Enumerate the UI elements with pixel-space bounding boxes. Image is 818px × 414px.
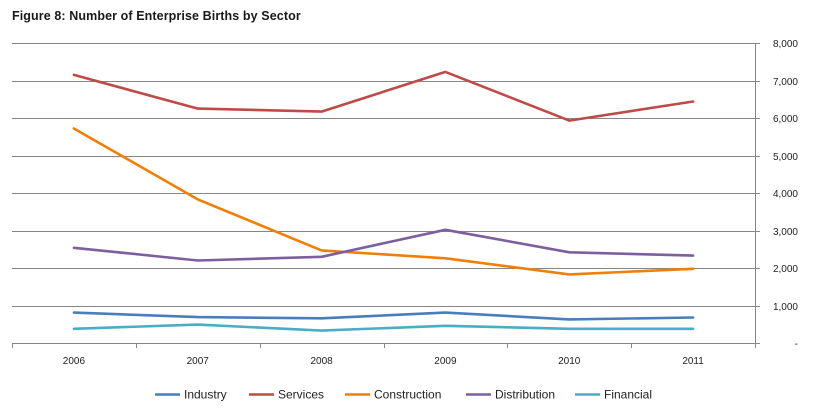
x-tick-label: 2009 <box>434 356 457 367</box>
x-tick-label: 2007 <box>187 356 210 367</box>
x-tick-label: 2010 <box>558 356 581 367</box>
legend-label-industry: Industry <box>184 388 227 402</box>
y-tick-label: 6,000 <box>773 114 798 125</box>
legend-label-construction: Construction <box>374 388 441 402</box>
y-tick-label: 5,000 <box>773 152 798 163</box>
gridlines <box>12 43 755 307</box>
y-tick-label: 8,000 <box>773 39 798 50</box>
axes: - 1,000 2,000 3,000 4,000 5,000 6,000 7,000 8,00… <box>12 39 798 367</box>
series-line-industry <box>72 311 695 321</box>
y-tick-label: 2,000 <box>773 264 798 275</box>
legend: Industry Services Construction Distribution… <box>155 388 652 402</box>
series-line-distribution <box>72 228 695 262</box>
series-line-construction <box>72 127 695 276</box>
x-tick-label: 2008 <box>310 356 333 367</box>
series-line-services <box>72 70 695 122</box>
y-tick-label: 3,000 <box>773 227 798 238</box>
legend-label-distribution: Distribution <box>495 388 555 402</box>
y-tick-label: 7,000 <box>773 77 798 88</box>
y-tick-label: 1,000 <box>773 302 798 313</box>
legend-label-services: Services <box>278 388 324 402</box>
series-line-financial <box>72 323 695 332</box>
y-tick-label: 4,000 <box>773 189 798 200</box>
x-tick-label: 2011 <box>682 356 704 367</box>
y-tick-label: - <box>795 339 798 350</box>
x-tick-label: 2006 <box>63 356 86 367</box>
legend-label-financial: Financial <box>604 388 652 402</box>
series-lines <box>72 70 695 332</box>
chart-title: Figure 8: Number of Enterprise Births by… <box>12 9 301 23</box>
